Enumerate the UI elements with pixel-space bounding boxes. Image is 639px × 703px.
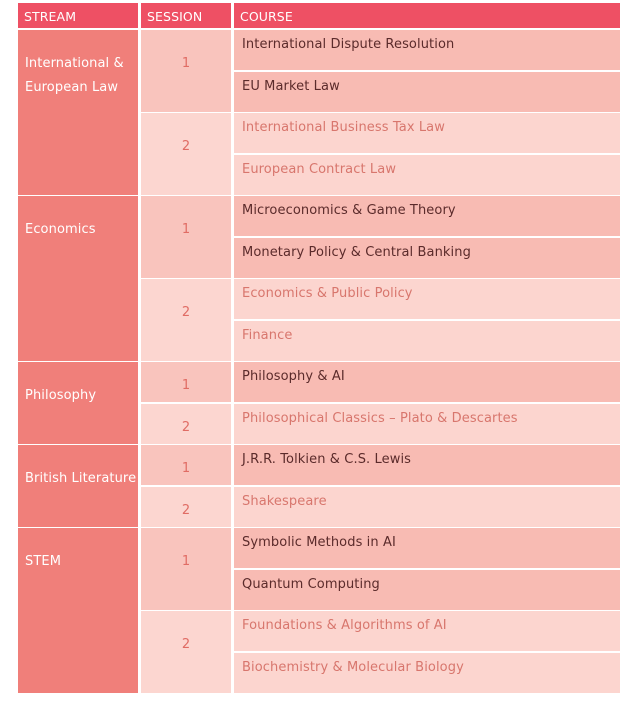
course: J.R.R. Tolkien & C.S. Lewis bbox=[234, 445, 620, 485]
session-number: 2 bbox=[141, 279, 231, 361]
header-cell: STREAM bbox=[18, 3, 138, 28]
stream-name: Philosophy bbox=[18, 362, 138, 444]
course: Microeconomics & Game Theory bbox=[234, 196, 620, 236]
session-number: 2 bbox=[141, 486, 231, 527]
stream-name: British Literature bbox=[18, 445, 138, 527]
course: Quantum Computing bbox=[234, 569, 620, 610]
stream-name: STEM bbox=[18, 528, 138, 693]
course: Shakespeare bbox=[234, 486, 620, 527]
session-number: 2 bbox=[141, 113, 231, 195]
course: International Dispute Resolution bbox=[234, 30, 620, 70]
session-number: 2 bbox=[141, 611, 231, 693]
session-number: 1 bbox=[141, 362, 231, 402]
course: Philosophical Classics – Plato & Descart… bbox=[234, 403, 620, 444]
session-number: 1 bbox=[141, 528, 231, 610]
session-number: 1 bbox=[141, 196, 231, 278]
session-number: 1 bbox=[141, 30, 231, 112]
course: Economics & Public Policy bbox=[234, 279, 620, 319]
course: Symbolic Methods in AI bbox=[234, 528, 620, 568]
course: International Business Tax Law bbox=[234, 113, 620, 153]
stream-name: International & European Law bbox=[18, 30, 138, 195]
course: Monetary Policy & Central Banking bbox=[234, 237, 620, 278]
course: EU Market Law bbox=[234, 71, 620, 112]
course: Foundations & Algorithms of AI bbox=[234, 611, 620, 651]
course: Philosophy & AI bbox=[234, 362, 620, 402]
session-number: 2 bbox=[141, 403, 231, 444]
course: Finance bbox=[234, 320, 620, 361]
stream-name: Economics bbox=[18, 196, 138, 361]
course: Biochemistry & Molecular Biology bbox=[234, 652, 620, 693]
header-cell: SESSION bbox=[141, 3, 231, 28]
session-number: 1 bbox=[141, 445, 231, 485]
header-cell: COURSE bbox=[234, 3, 620, 28]
course: European Contract Law bbox=[234, 154, 620, 195]
